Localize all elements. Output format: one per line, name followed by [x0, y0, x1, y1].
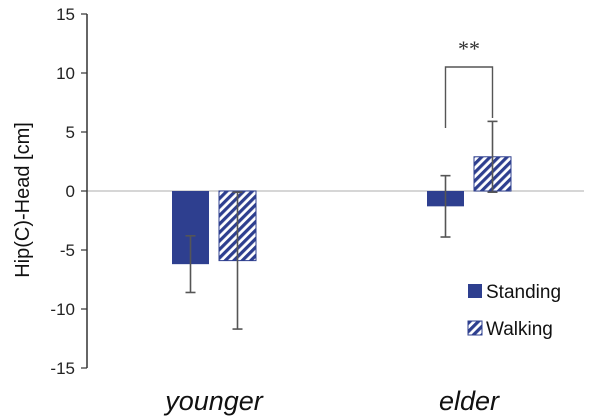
- y-tick-label: 0: [66, 182, 75, 201]
- significance-label: **: [458, 36, 480, 61]
- category-label-elder: elder: [439, 386, 500, 416]
- legend-swatch-walking: [467, 320, 483, 336]
- legend-swatch-standing: [468, 284, 482, 298]
- legend-label-standing: Standing: [486, 282, 561, 303]
- y-tick-label: -5: [60, 241, 75, 260]
- category-label-younger: younger: [163, 386, 264, 416]
- y-tick-label: -10: [50, 300, 75, 319]
- y-tick-label: -15: [50, 359, 75, 378]
- y-tick-label: 5: [66, 123, 75, 142]
- y-axis-title: Hip(C)-Head [cm]: [12, 122, 34, 278]
- y-tick-label: 10: [56, 64, 75, 83]
- significance-bracket: [444, 66, 494, 128]
- legend-label-walking: Walking: [486, 319, 553, 340]
- y-tick-label: 15: [56, 5, 75, 24]
